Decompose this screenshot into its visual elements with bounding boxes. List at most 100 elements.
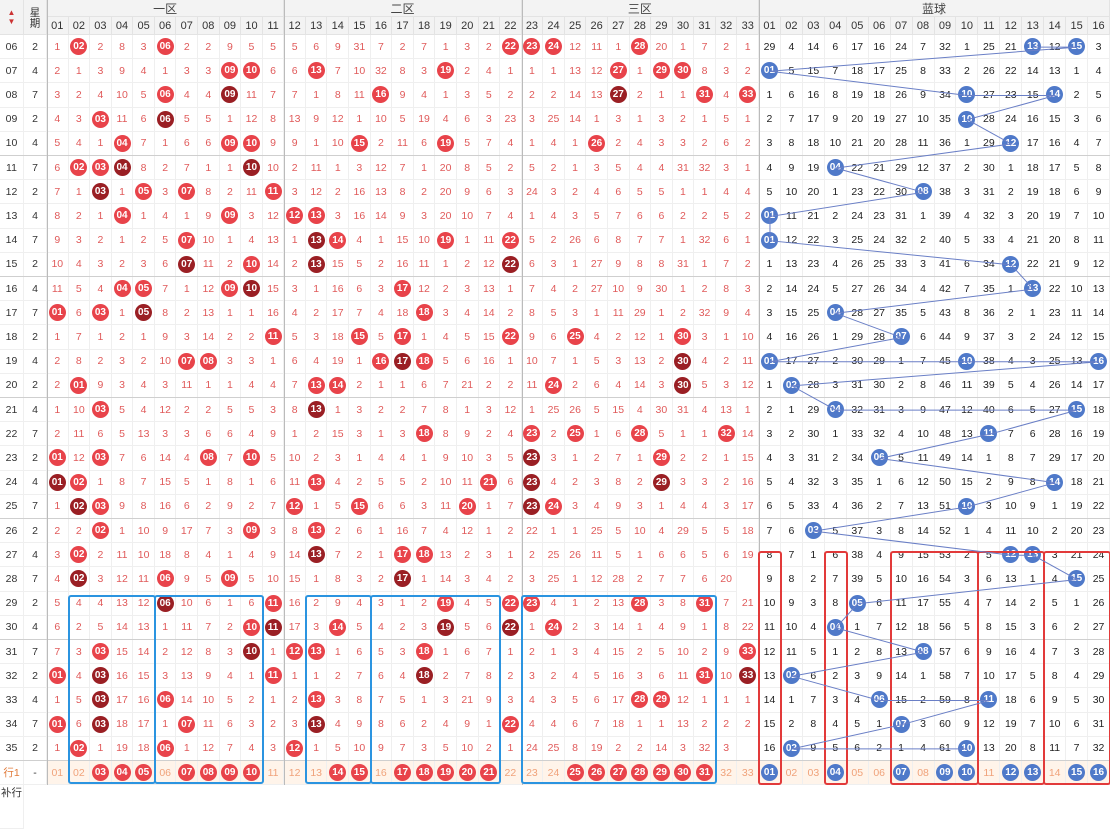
summary-blue-cell[interactable]: 01 <box>759 761 781 786</box>
summary-blue-cell[interactable]: 16 <box>1088 761 1110 786</box>
red-number-header[interactable]: 32 <box>715 17 738 35</box>
blue-number-header[interactable]: 16 <box>1088 17 1110 35</box>
summary-red-ball[interactable]: 09 <box>221 764 239 782</box>
summary-blue-ball[interactable]: 04 <box>826 764 844 782</box>
red-number-header[interactable]: 24 <box>543 17 565 35</box>
summary-blue-ball[interactable]: 09 <box>936 764 954 782</box>
summary-red-ball[interactable]: 21 <box>480 764 498 782</box>
blue-number-header[interactable]: 07 <box>890 17 913 35</box>
summary-blue-cell[interactable]: 07 <box>890 761 913 786</box>
red-number-header[interactable]: 05 <box>133 17 155 35</box>
summary-red-cell[interactable]: 22 <box>500 761 522 786</box>
red-number-header[interactable]: 22 <box>500 17 522 35</box>
red-number-header[interactable]: 09 <box>219 17 242 35</box>
red-number-header[interactable]: 12 <box>284 17 306 35</box>
red-number-header[interactable]: 19 <box>435 17 457 35</box>
summary-red-ball[interactable]: 04 <box>113 764 131 782</box>
summary-red-cell[interactable]: 13 <box>305 761 328 786</box>
blue-number-header[interactable]: 09 <box>934 17 957 35</box>
summary-blue-cell[interactable]: 10 <box>956 761 979 786</box>
summary-red-ball[interactable]: 10 <box>242 764 260 782</box>
summary-blue-cell[interactable]: 09 <box>934 761 957 786</box>
summary-red-cell[interactable]: 20 <box>456 761 479 786</box>
summary-red-cell[interactable]: 25 <box>564 761 587 786</box>
blue-number-header[interactable]: 12 <box>1000 17 1023 35</box>
summary-blue-cell[interactable]: 04 <box>824 761 847 786</box>
summary-red-ball[interactable]: 31 <box>696 764 714 782</box>
blue-number-header[interactable]: 02 <box>780 17 803 35</box>
summary-blue-cell[interactable]: 12 <box>1000 761 1023 786</box>
summary-red-cell[interactable]: 31 <box>694 761 716 786</box>
summary-red-cell[interactable]: 28 <box>629 761 652 786</box>
blue-number-header[interactable]: 04 <box>824 17 847 35</box>
red-number-header[interactable]: 29 <box>651 17 673 35</box>
summary-red-ball[interactable]: 19 <box>437 764 455 782</box>
summary-red-ball[interactable]: 30 <box>674 764 692 782</box>
summary-red-cell[interactable]: 30 <box>672 761 695 786</box>
summary-blue-cell[interactable]: 03 <box>802 761 825 786</box>
summary-red-cell[interactable]: 14 <box>327 761 350 786</box>
summary-blue-ball[interactable]: 15 <box>1068 764 1086 782</box>
summary-blue-cell[interactable]: 05 <box>846 761 869 786</box>
summary-red-cell[interactable]: 10 <box>241 761 263 786</box>
summary-red-cell[interactable]: 05 <box>133 761 155 786</box>
summary-red-cell[interactable]: 29 <box>651 761 673 786</box>
red-number-header[interactable]: 06 <box>154 17 177 35</box>
summary-red-cell[interactable]: 21 <box>478 761 501 786</box>
red-number-header[interactable]: 10 <box>241 17 263 35</box>
red-number-header[interactable]: 03 <box>90 17 112 35</box>
summary-red-ball[interactable]: 20 <box>458 764 476 782</box>
red-number-header[interactable]: 11 <box>262 17 285 35</box>
red-number-header[interactable]: 01 <box>47 17 69 35</box>
summary-red-cell[interactable]: 17 <box>392 761 414 786</box>
summary-blue-cell[interactable]: 06 <box>868 761 891 786</box>
summary-red-cell[interactable]: 16 <box>370 761 393 786</box>
summary-red-cell[interactable]: 27 <box>607 761 630 786</box>
red-number-header[interactable]: 15 <box>349 17 371 35</box>
summary-red-cell[interactable]: 07 <box>176 761 199 786</box>
blue-number-header[interactable]: 06 <box>868 17 891 35</box>
summary-red-cell[interactable]: 03 <box>90 761 112 786</box>
red-number-header[interactable]: 17 <box>392 17 414 35</box>
summary-red-ball[interactable]: 17 <box>393 764 411 782</box>
summary-red-ball[interactable]: 05 <box>135 764 153 782</box>
summary-red-cell[interactable]: 02 <box>68 761 91 786</box>
red-number-header[interactable]: 33 <box>737 17 759 35</box>
summary-red-ball[interactable]: 14 <box>329 764 347 782</box>
summary-red-cell[interactable]: 18 <box>413 761 436 786</box>
summary-red-ball[interactable]: 29 <box>652 764 670 782</box>
blue-number-header[interactable]: 10 <box>956 17 979 35</box>
summary-red-ball[interactable]: 27 <box>609 764 627 782</box>
summary-blue-cell[interactable]: 13 <box>1022 761 1045 786</box>
summary-blue-cell[interactable]: 15 <box>1066 761 1089 786</box>
red-number-header[interactable]: 08 <box>198 17 220 35</box>
summary-red-cell[interactable]: 15 <box>349 761 371 786</box>
summary-red-cell[interactable]: 12 <box>284 761 306 786</box>
summary-blue-cell[interactable]: 14 <box>1044 761 1067 786</box>
summary-red-cell[interactable]: 33 <box>737 761 759 786</box>
red-number-header[interactable]: 18 <box>413 17 436 35</box>
summary-red-cell[interactable]: 26 <box>586 761 608 786</box>
blue-number-header[interactable]: 03 <box>802 17 825 35</box>
summary-red-cell[interactable]: 04 <box>111 761 134 786</box>
blue-number-header[interactable]: 08 <box>912 17 935 35</box>
sort-icon[interactable]: ▲▼ <box>7 8 16 26</box>
summary-red-cell[interactable]: 23 <box>521 761 544 786</box>
red-number-header[interactable]: 31 <box>694 17 716 35</box>
summary-red-cell[interactable]: 24 <box>543 761 565 786</box>
summary-blue-ball[interactable]: 16 <box>1090 764 1108 782</box>
red-number-header[interactable]: 02 <box>68 17 91 35</box>
summary-blue-ball[interactable]: 01 <box>760 764 778 782</box>
red-number-header[interactable]: 14 <box>327 17 350 35</box>
red-number-header[interactable]: 26 <box>586 17 608 35</box>
summary-blue-cell[interactable]: 02 <box>780 761 803 786</box>
summary-red-ball[interactable]: 28 <box>631 764 649 782</box>
summary-red-cell[interactable]: 11 <box>262 761 285 786</box>
blue-number-header[interactable]: 05 <box>846 17 869 35</box>
red-number-header[interactable]: 04 <box>111 17 134 35</box>
summary-blue-cell[interactable]: 11 <box>978 761 1001 786</box>
summary-red-ball[interactable]: 18 <box>415 764 433 782</box>
summary-red-ball[interactable]: 26 <box>588 764 606 782</box>
summary-red-ball[interactable]: 25 <box>566 764 584 782</box>
summary-red-cell[interactable]: 09 <box>219 761 242 786</box>
